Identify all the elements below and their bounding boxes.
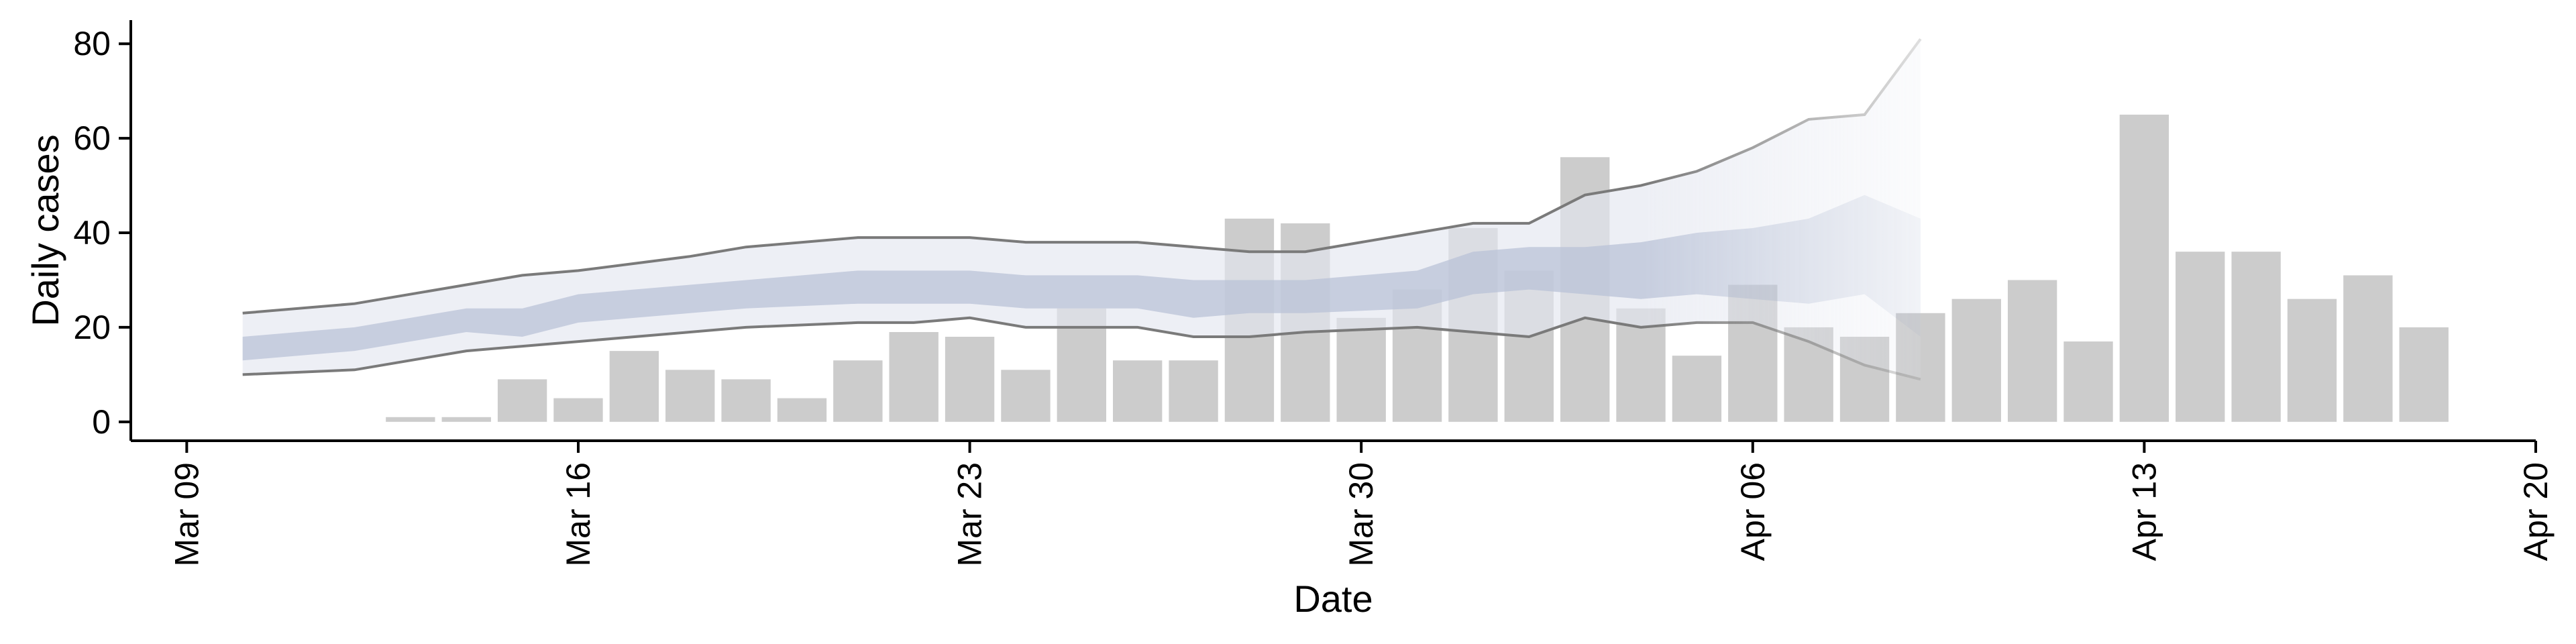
y-tick-label: 80 <box>73 25 111 62</box>
bar <box>2399 327 2449 422</box>
inner-interval-band <box>242 195 1921 361</box>
bar <box>2119 114 2169 422</box>
bar <box>1336 317 1386 422</box>
y-tick-label: 0 <box>92 403 111 441</box>
y-tick-label: 40 <box>73 214 111 252</box>
bar <box>721 379 771 422</box>
y-tick-label: 20 <box>73 309 111 346</box>
bar <box>609 351 659 422</box>
bar <box>945 337 995 422</box>
bar <box>2063 341 2113 422</box>
bar <box>1169 360 1218 422</box>
bar <box>777 398 827 422</box>
bar <box>833 360 883 422</box>
y-axis-title: Daily cases <box>24 134 66 326</box>
bar <box>553 398 603 422</box>
x-tick-label: Apr 20 <box>2517 462 2555 561</box>
bar <box>441 417 491 422</box>
bar <box>2231 252 2281 422</box>
x-tick-label: Apr 13 <box>2125 462 2163 561</box>
bar <box>2007 280 2057 422</box>
x-tick-label: Apr 06 <box>1734 462 1772 561</box>
x-tick-label: Mar 09 <box>168 462 205 567</box>
x-tick-label: Mar 30 <box>1342 462 1380 567</box>
bar <box>2287 299 2337 422</box>
bar <box>1672 356 1722 422</box>
bar <box>497 379 547 422</box>
bar <box>2343 275 2393 422</box>
upper-bound-line <box>242 38 1922 315</box>
bar <box>665 370 715 422</box>
bar <box>889 331 938 422</box>
bar <box>1113 360 1163 422</box>
axes-layer: 0 20 40 60 80 Mar 09 Mar 16 Mar 23 Mar 30 Apr 06 A… <box>73 20 2555 567</box>
bar <box>2176 252 2225 422</box>
y-tick-label: 60 <box>73 119 111 157</box>
x-tick-label: Mar 23 <box>951 462 989 567</box>
bar <box>1951 299 2001 422</box>
lower-bound-line <box>242 316 1921 381</box>
x-axis-title: Date <box>1293 578 1373 620</box>
x-tick-label: Mar 16 <box>559 462 597 567</box>
bar <box>386 417 435 422</box>
bar <box>1001 370 1051 422</box>
bands-layer <box>242 38 1922 381</box>
